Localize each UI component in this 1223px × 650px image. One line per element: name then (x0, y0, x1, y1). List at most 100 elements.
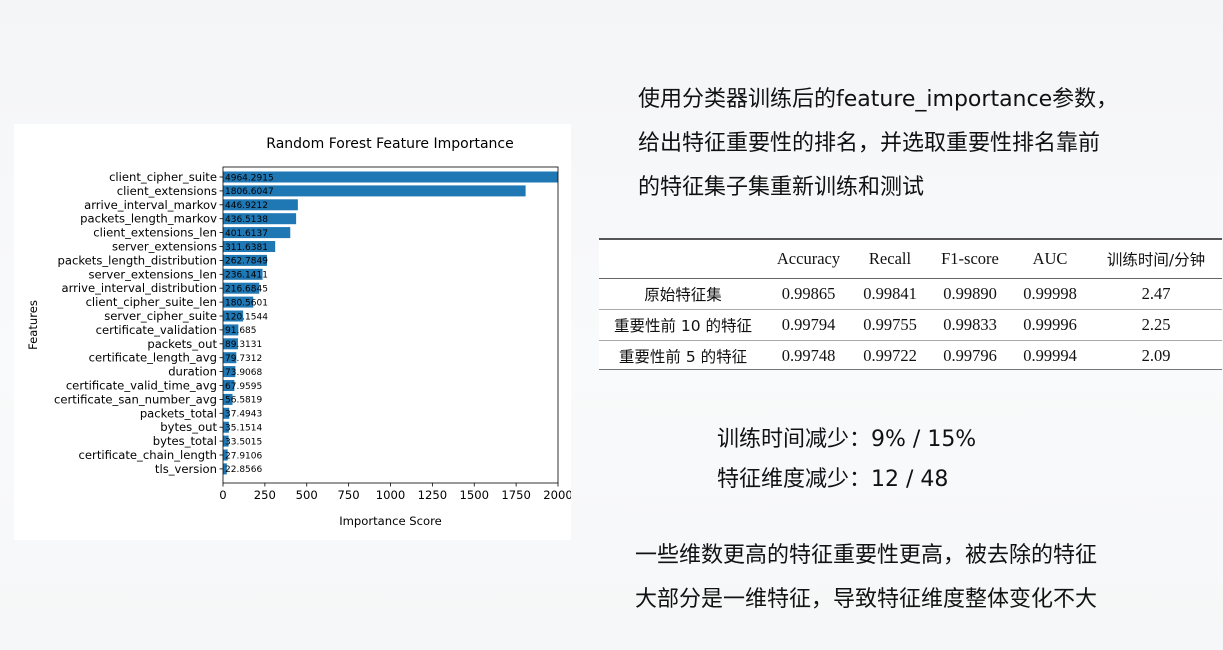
bar-value-label: 35.1514 (225, 424, 262, 434)
bar-value-label: 216.6845 (225, 285, 268, 295)
y-axis-label: Features (26, 300, 40, 350)
chart-bar (223, 213, 297, 225)
table-cell: 0.99796 (943, 346, 997, 365)
chart-bar (223, 338, 238, 350)
chart-bar (223, 241, 276, 252)
chart-bar (223, 393, 233, 405)
table-header-cell: AUC (1010, 240, 1090, 279)
chart-bar (223, 171, 558, 183)
bar-value-label: 22.8566 (225, 465, 262, 475)
table-cell: 0.99748 (781, 346, 836, 365)
x-tick-label: 0 (219, 488, 226, 502)
y-tick-label: certificate_valid_time_avg (66, 379, 217, 393)
table-cell: 0.99998 (1010, 278, 1090, 310)
table-cell: 重要性前 10 的特征 (599, 309, 767, 341)
metric-training-time: 训练时间减少：9% / 15% (717, 420, 976, 460)
results-table-container: Accuracy Recall F1-score AUC 训练时间/分钟 原始特… (599, 238, 1222, 370)
bar-value-label: 73.9068 (225, 368, 262, 378)
feature-importance-chart: client_cipher_suite 4964.2915 client_exten… (14, 124, 571, 540)
y-tick-label: packets_total (140, 406, 217, 420)
y-tick-label: certificate_validation (96, 323, 217, 337)
bar-value-label: 67.9595 (225, 382, 262, 392)
x-tick-label: 750 (338, 488, 360, 502)
chart-bar (223, 352, 237, 364)
chart-bar (223, 366, 236, 378)
chart-bar (223, 282, 260, 294)
table-header-cell: 训练时间/分钟 (1090, 240, 1222, 279)
metric-value: 9% / 15% (871, 427, 977, 452)
x-tick-label: 1750 (501, 488, 531, 502)
table-cell: 2.25 (1090, 309, 1222, 341)
bar-value-label: 79.7312 (225, 354, 262, 364)
bar-value-label: 33.5015 (225, 437, 262, 447)
y-tick-label: arrive_interval_markov (84, 198, 217, 212)
table-header-row: Accuracy Recall F1-score AUC 训练时间/分钟 (599, 240, 1222, 279)
bar-value-label: 89.3131 (225, 340, 262, 350)
chart-bar (223, 421, 229, 433)
bar-value-label: 56.5819 (225, 396, 262, 406)
chart-bar (223, 254, 268, 266)
metric-feature-dimension: 特征维度减少：12 / 48 (717, 460, 976, 500)
conclusion-note: 一些维数更高的特征重要性更高，被去除的特征 大部分是一维特征，导致特征维度整体变… (635, 534, 1210, 622)
metric-label: 特征维度减少： (717, 467, 872, 492)
table-cell: 重要性前 5 的特征 (618, 348, 748, 366)
metric-label: 训练时间减少： (717, 427, 872, 452)
table-row: 原始特征集 0.99865 0.99841 0.99890 0.99998 2.… (599, 278, 1222, 310)
metric-value: 12 / 48 (871, 467, 949, 492)
heading-line: 的特征集子集重新训练和测试 (638, 175, 925, 200)
x-tick-label: 2000 (543, 488, 571, 502)
table-cell: 0.99996 (1010, 309, 1090, 341)
y-tick-label: arrive_interval_distribution (61, 281, 217, 295)
y-tick-label: server_extensions (112, 240, 217, 254)
y-tick-label: client_cipher_suite (109, 170, 217, 184)
slide-heading: 使用分类器训练后的feature_importance参数， 给出特征重要性的排… (638, 78, 1198, 210)
y-tick-label: packets_length_distribution (58, 253, 217, 267)
bar-value-label: 236.1411 (225, 271, 268, 281)
y-tick-label: certificate_chain_length (79, 448, 217, 462)
heading-line: 给出特征重要性的排名，并选取重要性排名靠前 (638, 131, 1101, 156)
note-line: 一些维数更高的特征重要性更高，被去除的特征 (635, 543, 1098, 568)
chart-bar (223, 435, 229, 447)
results-table: Accuracy Recall F1-score AUC 训练时间/分钟 原始特… (599, 240, 1222, 371)
table-cell: 0.99755 (850, 309, 930, 341)
x-tick-label: 1500 (459, 488, 489, 502)
y-tick-label: client_extensions_len (93, 226, 217, 240)
table-cell: 0.99890 (930, 278, 1010, 310)
x-tick-label: 500 (296, 488, 318, 502)
chart-bar (223, 185, 526, 197)
chart-bar (223, 407, 230, 419)
table-header-cell: F1-score (930, 240, 1010, 279)
table-row: 重要性前 10 的特征 0.99794 0.99755 0.99833 0.99… (599, 309, 1222, 341)
table-cell: 0.99841 (850, 278, 930, 310)
table-header-cell: Accuracy (767, 240, 850, 279)
x-tick-label: 1000 (376, 488, 406, 502)
bar-value-label: 37.4943 (225, 410, 262, 420)
table-cell: 0.99994 (1023, 346, 1077, 365)
chart-bar (223, 449, 228, 461)
table-cell: 2.09 (1141, 346, 1171, 365)
chart-bar (223, 380, 235, 391)
y-tick-label: client_extensions (117, 184, 217, 198)
y-tick-label: certificate_san_number_avg (54, 392, 217, 406)
chart-bar (223, 310, 244, 322)
chart-bar (223, 463, 227, 475)
bar-value-label: 91.685 (225, 326, 257, 336)
y-tick-label: server_extensions_len (88, 267, 217, 281)
table-cell: 0.99865 (767, 278, 850, 310)
table-header-cell (599, 240, 767, 279)
x-tick-label: 250 (254, 488, 276, 502)
bar-value-label: 27.9106 (225, 451, 262, 461)
y-tick-label: packets_length_markov (80, 212, 217, 226)
table-cell: 0.99794 (767, 309, 850, 341)
table-cell: 0.99722 (863, 346, 917, 365)
y-tick-label: bytes_total (153, 434, 217, 448)
chart-bar (223, 227, 291, 239)
table-header-cell: Recall (850, 240, 930, 279)
heading-line: 使用分类器训练后的feature_importance参数， (638, 87, 1119, 112)
bar-value-label: 4964.2915 (225, 173, 274, 183)
bar-value-label: 436.5138 (225, 215, 268, 225)
table-cell: 原始特征集 (599, 278, 767, 310)
bar-value-label: 120.1544 (225, 312, 268, 322)
y-tick-label: server_cipher_suite (104, 309, 217, 323)
bar-value-label: 180.5601 (225, 298, 268, 308)
